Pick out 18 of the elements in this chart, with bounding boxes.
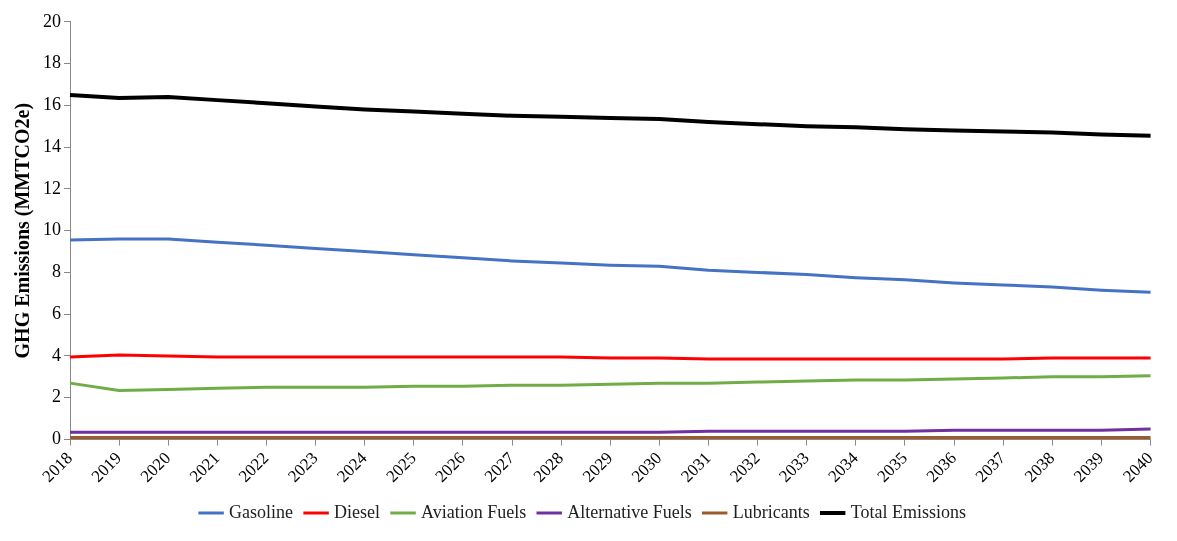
y-tick-label: 14 [43,135,61,156]
y-axis-title: GHG Emissions (MMTCO2e) [11,102,35,359]
y-tick-label: 0 [52,428,61,449]
y-tick-label: 12 [43,177,61,198]
legend-label: Total Emissions [850,501,966,522]
y-tick-label: 2 [52,386,61,407]
y-tick-label: 18 [43,52,61,73]
y-tick-label: 16 [43,94,61,115]
legend-label: Gasoline [229,501,294,522]
y-tick-label: 4 [52,344,61,365]
legend-label: Lubricants [732,501,810,522]
legend-label: Aviation Fuels [421,501,527,522]
y-tick-label: 6 [52,302,61,323]
legend-label: Diesel [334,501,381,522]
y-tick-label: 20 [43,10,61,31]
y-tick-label: 10 [43,219,61,240]
legend-label: Alternative Fuels [567,501,692,522]
y-tick-label: 8 [52,261,61,282]
